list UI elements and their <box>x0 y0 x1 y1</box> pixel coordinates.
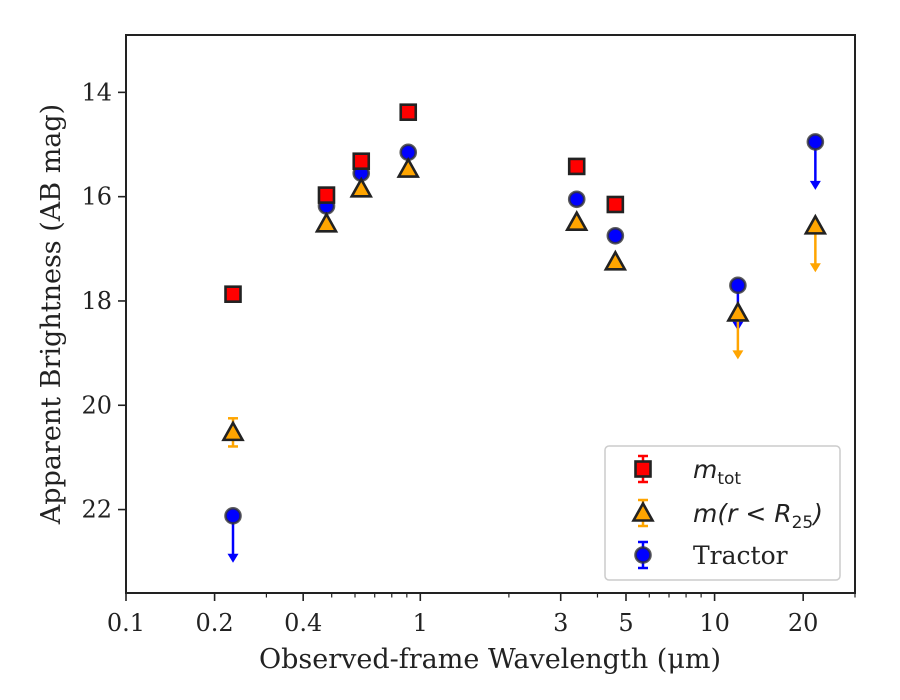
upper-limit-arrow <box>809 263 821 273</box>
data-point-triangle <box>314 211 339 233</box>
data-point-square <box>606 195 625 214</box>
data-point-triangle <box>564 210 589 232</box>
y-tick-label: 14 <box>81 78 112 106</box>
y-tick-label: 20 <box>81 391 112 419</box>
legend-label: Tractor <box>693 541 788 570</box>
data-point-circle <box>567 190 586 209</box>
x-tick-label: 5 <box>618 609 633 637</box>
data-point-triangle <box>603 249 628 271</box>
upper-limit-arrow <box>732 350 744 360</box>
data-point-square <box>399 103 418 121</box>
x-tick-label: 3 <box>553 609 568 637</box>
legend-box <box>604 445 841 581</box>
x-tick-label: 10 <box>699 609 730 637</box>
legend-entry: Tractor <box>634 540 788 570</box>
y-axis-label: Apparent Brightness (AB mag) <box>36 104 67 525</box>
x-axis-label: Observed-frame Wavelength (μm) <box>259 644 721 675</box>
data-point-circle <box>224 507 242 525</box>
legend-marker-square <box>634 460 652 478</box>
data-point-square <box>317 186 336 204</box>
series-square <box>224 103 625 303</box>
legend-marker-triangle <box>631 500 655 522</box>
data-point-triangle <box>396 156 420 178</box>
x-tick-label: 0.4 <box>284 609 322 637</box>
legend-entry: mtot <box>634 454 741 489</box>
legend-label: mtot <box>693 455 741 489</box>
data-point-circle <box>606 226 625 245</box>
data-point-triangle <box>221 420 245 442</box>
upper-limit-arrow <box>809 180 821 190</box>
data-marks <box>221 103 828 563</box>
series-circle <box>224 133 825 563</box>
data-point-square <box>224 285 242 303</box>
data-point-triangle <box>349 176 373 198</box>
data-point-square <box>567 157 586 176</box>
x-tick-label: 20 <box>788 609 819 637</box>
x-tick-label: 1 <box>413 609 428 637</box>
x-tick-label: 0.2 <box>196 609 234 637</box>
data-point-square <box>352 152 371 171</box>
data-point-circle <box>729 276 747 295</box>
data-point-circle <box>806 133 825 151</box>
data-point-triangle <box>803 213 828 235</box>
y-tick-label: 18 <box>81 287 112 315</box>
x-tick-label: 0.1 <box>107 609 145 637</box>
y-tick-label: 22 <box>81 496 112 524</box>
axis-ticks: 14 16 18 20 22 0.1 0.2 0.4 1 3 5 10 20 <box>81 78 856 637</box>
plot-frame <box>125 34 856 594</box>
y-tick-label: 16 <box>81 183 112 211</box>
data-point-triangle <box>726 300 750 322</box>
series-triangle <box>221 156 828 448</box>
upper-limit-arrow <box>227 553 239 563</box>
legend-marker-circle <box>634 546 652 564</box>
